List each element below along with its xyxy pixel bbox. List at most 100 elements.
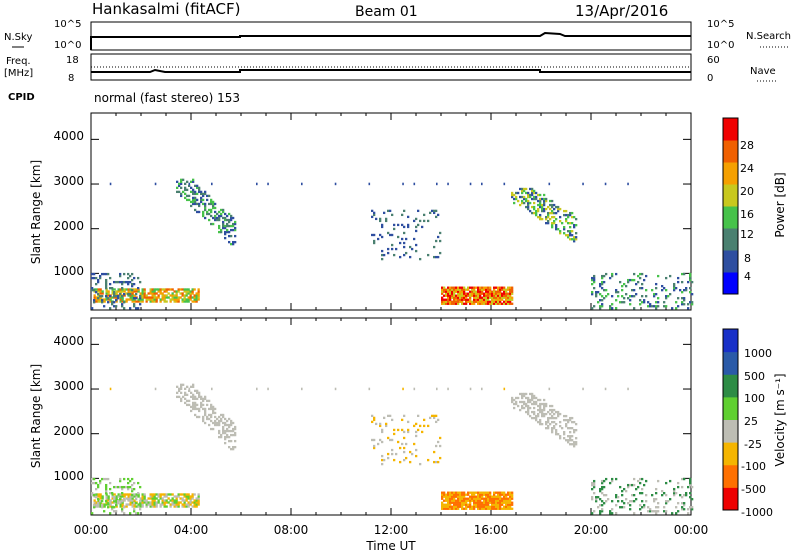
velocity-cell xyxy=(232,445,235,449)
velocity-cell xyxy=(198,393,201,397)
velocity-cell xyxy=(683,477,686,481)
velocity-cell xyxy=(459,503,462,506)
velocity-cell xyxy=(191,497,194,500)
velocity-cell xyxy=(232,433,235,437)
velocity-cell xyxy=(559,420,562,424)
velocity-cell xyxy=(507,499,510,502)
power-cell xyxy=(499,298,502,301)
velocity-cell xyxy=(119,501,122,504)
velocity-cell xyxy=(525,396,528,400)
velocity-cell xyxy=(615,504,618,507)
velocity-cell xyxy=(529,398,532,402)
power-cell xyxy=(573,224,576,227)
power-cell xyxy=(511,195,514,199)
power-cell xyxy=(493,296,496,299)
power-cell xyxy=(503,300,506,303)
velocity-cell xyxy=(519,392,522,396)
power-cell xyxy=(457,290,460,293)
velocity-cell xyxy=(97,498,100,501)
velocity-cell xyxy=(627,387,629,391)
power-cell xyxy=(192,198,195,202)
power-cell xyxy=(143,294,146,297)
velocity-cell xyxy=(141,501,144,504)
velocity-cell xyxy=(192,395,195,399)
velocity-cell xyxy=(184,387,187,390)
power-cell xyxy=(190,190,193,194)
velocity-cell xyxy=(175,497,178,500)
power-cell xyxy=(625,284,628,288)
power-cell xyxy=(179,292,182,295)
velocity-cell xyxy=(465,499,468,502)
velocity-cell xyxy=(212,421,215,425)
power-cell xyxy=(224,212,227,216)
velocity-cell xyxy=(193,501,196,504)
velocity-cell xyxy=(497,495,500,498)
velocity-cell xyxy=(525,402,528,406)
velocity-cell xyxy=(627,502,630,505)
power-cell xyxy=(427,219,430,223)
power-cbar-label: Power [dB] xyxy=(773,172,787,237)
velocity-cell xyxy=(473,495,476,498)
power-cell xyxy=(503,302,506,305)
velocity-cell xyxy=(543,408,546,412)
velocity-cell xyxy=(161,503,164,506)
power-cell xyxy=(463,296,466,299)
velocity-cell xyxy=(641,491,644,495)
velocity-cell xyxy=(599,498,602,501)
power-cell xyxy=(601,286,604,290)
velocity-cell xyxy=(185,505,188,508)
power-cell xyxy=(179,288,182,291)
power-cell xyxy=(113,280,116,284)
velocity-cell xyxy=(633,477,636,481)
velocity-cell xyxy=(103,477,106,481)
velocity-cell xyxy=(469,497,472,500)
power-cell xyxy=(593,276,596,280)
power-cell xyxy=(511,193,514,197)
velocity-cell xyxy=(505,493,508,496)
velocity-cell xyxy=(461,503,464,506)
power-cell xyxy=(481,292,484,295)
power-cell xyxy=(212,216,215,220)
velocity-cell xyxy=(601,485,604,489)
velocity-cell xyxy=(183,501,186,504)
noise-right-tick-bottom: 10^0 xyxy=(707,40,734,51)
velocity-cell xyxy=(149,495,152,498)
velocity-cell xyxy=(185,493,188,496)
power-cell xyxy=(178,190,181,194)
velocity-cell xyxy=(465,507,468,510)
velocity-cell xyxy=(633,512,636,515)
velocity-cell xyxy=(453,503,456,506)
power-cell xyxy=(463,286,466,289)
power-cell xyxy=(479,302,482,305)
power-cell xyxy=(127,276,130,280)
velocity-cell xyxy=(181,503,184,506)
power-cell xyxy=(232,224,235,228)
power-cell xyxy=(503,296,506,299)
velocity-cell xyxy=(169,505,172,508)
velocity-cell xyxy=(177,495,180,498)
power-cell xyxy=(141,298,144,301)
velocity-cell xyxy=(93,506,96,509)
velocity-cell xyxy=(683,502,686,505)
velocity-cbar-swatch xyxy=(723,442,738,466)
velocity-cell xyxy=(471,499,474,502)
velocity-cell xyxy=(368,387,371,391)
power-cell xyxy=(111,303,114,306)
velocity-cell xyxy=(107,497,110,500)
power-cell xyxy=(517,191,520,195)
power-cell xyxy=(161,292,164,295)
velocity-cell xyxy=(609,510,612,513)
velocity-cell xyxy=(663,510,666,513)
velocity-cell xyxy=(208,413,211,417)
power-cell xyxy=(127,272,130,276)
velocity-cell xyxy=(611,479,614,483)
power-cell xyxy=(228,218,231,222)
velocity-cell xyxy=(471,493,474,496)
power-cell xyxy=(497,302,500,305)
velocity-cell xyxy=(195,501,198,504)
power-cell xyxy=(483,298,486,301)
velocity-cell xyxy=(479,493,482,496)
power-cell xyxy=(405,251,408,255)
power-cell xyxy=(147,298,150,301)
velocity-cell xyxy=(501,493,504,496)
